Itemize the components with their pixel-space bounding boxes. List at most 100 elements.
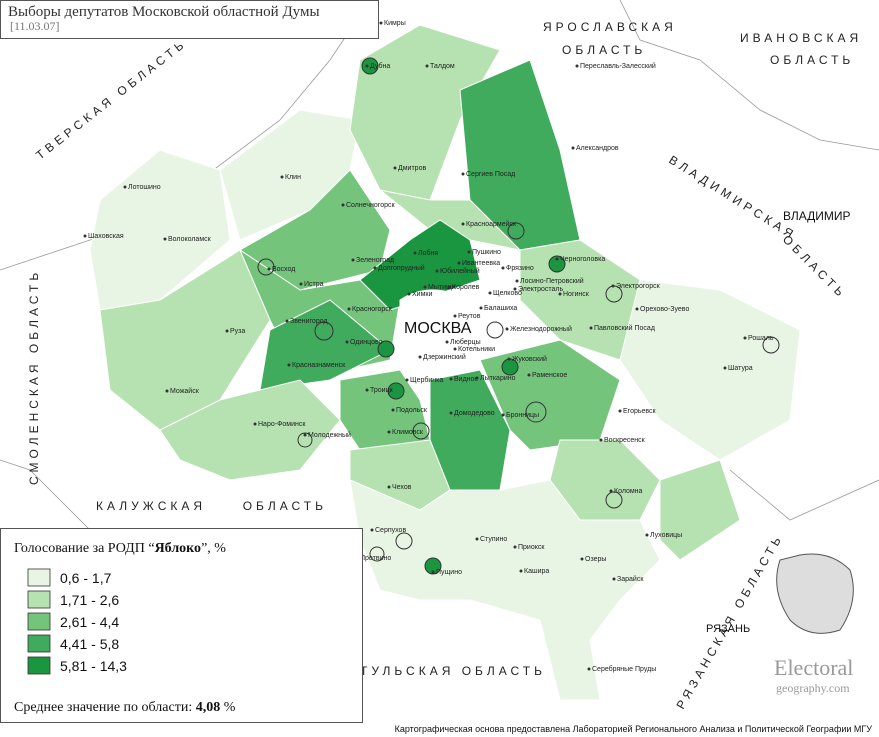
city-label: Мытищи — [428, 284, 456, 291]
city-dot — [445, 340, 449, 344]
city-label: Красназнаменск — [292, 362, 346, 369]
city-label: Видное — [454, 376, 478, 383]
city-dot — [612, 577, 616, 581]
city-label: Раменское — [532, 372, 567, 379]
city-dot — [453, 347, 457, 351]
average-value: 4,08 — [196, 700, 221, 715]
city-dot — [467, 250, 471, 254]
city-dot — [365, 64, 369, 68]
city-dot — [461, 222, 465, 226]
city-label: Электрогорск — [616, 283, 661, 290]
legend-swatch — [27, 568, 51, 587]
city-label: Солнечногорск — [346, 202, 395, 209]
city-dot — [407, 292, 411, 296]
city-dot — [280, 175, 284, 179]
city-dot — [387, 430, 391, 434]
legend-title-party: Яблоко — [155, 541, 202, 556]
logo-text: geography.com — [776, 681, 850, 695]
city-dot — [571, 146, 575, 150]
region-label: ОБЛАСТЬ — [562, 43, 646, 57]
city-label: Долгопрудный — [378, 264, 425, 272]
city-label: Люберцы — [450, 338, 481, 346]
logo-text: Electoral — [774, 655, 853, 680]
city-dot — [618, 409, 622, 413]
city-label: Луховицы — [650, 532, 682, 539]
city-label: Талдом — [430, 63, 455, 70]
city-label: Воскресенск — [604, 437, 646, 444]
city-label: Клин — [285, 174, 301, 181]
city-dot — [299, 282, 303, 286]
average-label: Среднее значение по области: — [14, 700, 192, 715]
city-label: Лотошино — [128, 184, 161, 191]
city-label: Пушкино — [472, 249, 501, 256]
city-dot — [515, 279, 519, 283]
city-label: Щербинка — [410, 376, 443, 384]
legend-label: 4,41 - 5,8 — [60, 636, 119, 652]
city-dot — [267, 267, 271, 271]
region-label: ИВАНОВСКАЯ — [740, 31, 862, 45]
city-label: Черноголовка — [560, 256, 605, 263]
city-label: Фрязино — [506, 265, 534, 272]
city-dot — [253, 422, 257, 426]
city-label: Красногорск — [352, 306, 393, 313]
city-dot — [393, 166, 397, 170]
city-dot — [351, 258, 355, 262]
city-label: Домодедово — [454, 410, 495, 417]
city-label: Котельники — [458, 346, 495, 353]
region-label: СМОЛЕНСКАЯ ОБЛАСТЬ — [27, 269, 41, 485]
city-label: Подольск — [396, 407, 428, 414]
city-dot — [431, 570, 435, 574]
city-label: Лыткарино — [480, 375, 516, 382]
city-dot — [447, 285, 451, 289]
city-dot — [303, 433, 307, 437]
city-dot — [449, 411, 453, 415]
city-label: Щелково — [493, 290, 522, 297]
region-label: ТВЕРСКАЯ ОБЛАСТЬ — [33, 36, 189, 162]
city-label: Климовск — [392, 429, 424, 436]
city-label: Орехово-Зуево — [640, 306, 689, 313]
city-label: Можайск — [170, 387, 200, 395]
city-label: Кимры — [384, 20, 406, 27]
city-dot — [505, 327, 509, 331]
city-label: Лобня — [418, 249, 438, 257]
legend-items: 0,6 - 1,7 1,71 - 2,6 2,61 - 4,4 4,41 - 5,8 5… — [27, 568, 127, 675]
city-markers — [257, 57, 780, 575]
city-dot — [365, 388, 369, 392]
city-dot — [413, 251, 417, 255]
city-label: Руза — [230, 328, 245, 335]
city-label: Шаховская — [88, 233, 124, 240]
city-dot — [475, 376, 479, 380]
legend-swatch — [27, 634, 51, 653]
city-dot — [580, 557, 584, 561]
city-label: Серебряные Пруды — [592, 665, 656, 673]
city-label: ВЛАДИМИР — [783, 209, 851, 223]
city-label: Переславль-Залесский — [580, 62, 656, 70]
city-label: Пущино — [436, 569, 462, 576]
region-label: КАЛУЖСКАЯ ОБЛАСТЬ — [96, 499, 327, 513]
city-dot — [163, 237, 167, 241]
city-label: Серпухов — [375, 527, 406, 534]
city-label: Электросталь — [518, 286, 564, 293]
city-dot — [225, 329, 229, 333]
city-label: Жуковский — [512, 355, 547, 363]
city-label: Зеленоград — [356, 257, 394, 264]
city-label: Павловский Посад — [594, 324, 655, 332]
city-label: Дзержинский — [423, 353, 466, 361]
city-dot — [555, 257, 559, 261]
city-label: Сергиев Посад — [466, 171, 515, 178]
districts — [89, 24, 801, 701]
credit: Картографическая основа предоставлена Ла… — [395, 724, 873, 734]
city-label: РЯЗАНЬ — [706, 623, 750, 635]
city-label: Железнодорожный — [510, 325, 572, 333]
city-dot — [453, 314, 457, 318]
city-dot — [587, 667, 591, 671]
city-dot — [373, 266, 377, 270]
city-dot — [475, 537, 479, 541]
city-dot — [723, 366, 727, 370]
average-unit: % — [224, 700, 236, 715]
city-dot — [645, 533, 649, 537]
city-label: Шатура — [728, 365, 753, 372]
legend-label: 1,71 - 2,6 — [60, 592, 119, 608]
city-dot — [479, 306, 483, 310]
